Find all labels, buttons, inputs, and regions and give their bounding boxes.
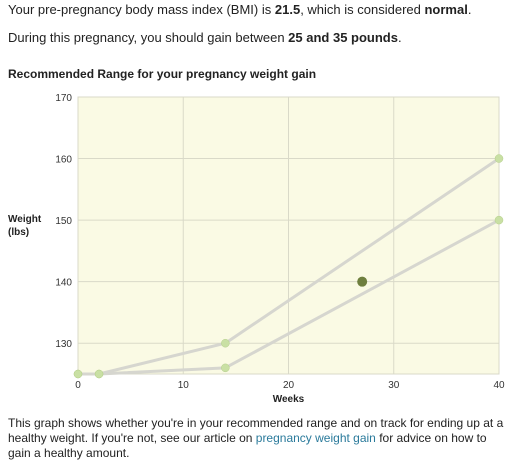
x-tick-label: 20 [283,380,295,391]
range-point-lower [221,363,230,373]
y-axis-title: Weight (lbs) [8,214,44,238]
range-point-lower [73,369,83,379]
range-point-lower [494,215,504,225]
horizontal-gridlines [78,96,499,344]
y-axis-title-line-1: Weight [8,214,42,225]
bmi-prefix: Your pre-pregnancy body mass index (BMI)… [8,2,275,17]
y-tick-label: 130 [55,339,72,350]
y-axis-tick-labels: 130 140 150 160 170 [55,93,72,350]
x-axis-title: Weeks [273,394,305,405]
range-point-lower [94,369,104,379]
gain-prefix: During this pregnancy, you should gain b… [8,30,289,45]
y-tick-label: 150 [55,216,72,227]
current-weight [357,276,368,287]
bmi-value: 21.5 [274,2,301,17]
caption-text-after: for advice on how to gain a healthy amou… [8,431,487,460]
weight-gain-statement: During this pregnancy, you should gain b… [8,30,402,46]
gain-suffix: . [397,30,402,45]
pregnancy-weight-gain-link[interactable]: pregnancy weight gain [255,431,376,445]
x-axis-tick-labels: 0 10 20 30 40 [75,380,505,391]
current-weight-point [357,276,368,287]
x-tick-label: 10 [178,380,190,391]
y-tick-label: 140 [55,278,72,289]
y-axis-title-line-2: (lbs) [8,227,29,238]
range-point-upper [494,154,504,163]
chart-caption: This graph shows whether you're in your … [8,416,508,461]
range-point-upper [221,338,230,348]
y-tick-label: 160 [55,155,72,166]
caption-text-before: This graph shows whether you're in your … [8,416,504,445]
bmi-category: normal [424,2,468,17]
x-tick-label: 0 [75,380,81,391]
x-tick-label: 40 [493,380,505,391]
range-line-lower [78,218,500,376]
range-series [73,154,504,379]
bmi-statement: Your pre-pregnancy body mass index (BMI)… [8,2,471,18]
y-tick-label: 170 [55,93,72,104]
bmi-middle: , which is considered [300,2,425,17]
chart-title: Recommended Range for your pregnancy wei… [8,67,317,81]
bmi-suffix: . [467,2,472,17]
vertical-gridlines [77,97,500,374]
gain-range: 25 and 35 pounds [288,30,398,45]
x-tick-label: 30 [388,380,400,391]
